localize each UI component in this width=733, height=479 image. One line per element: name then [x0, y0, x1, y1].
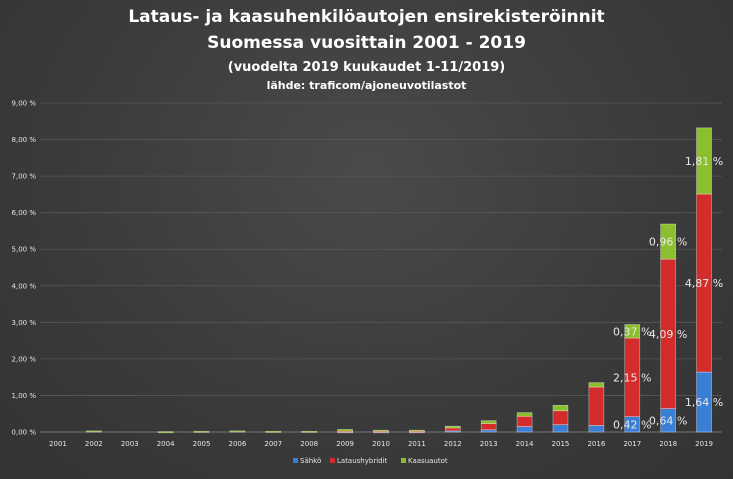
y-tick-label: 5,00 %	[12, 246, 37, 254]
bar-segment	[337, 429, 353, 432]
x-tick-label: 2004	[157, 440, 175, 448]
bar-segment	[229, 430, 246, 433]
x-tick-label: 2012	[444, 440, 462, 448]
x-tick-label: 2001	[49, 440, 67, 448]
y-tick-label: 6,00 %	[12, 209, 37, 217]
data-label: 0,37 %	[613, 325, 651, 338]
legend-label: Lataushybridit	[337, 457, 388, 465]
bar-segment	[588, 425, 605, 433]
bar-segment	[588, 382, 605, 388]
legend-swatch	[293, 458, 298, 463]
bar-segment	[444, 425, 461, 429]
chart-title: Lataus- ja kaasuhenkilöautojen ensirekis…	[128, 7, 605, 27]
y-tick-label: 0,00 %	[12, 429, 37, 437]
x-tick-label: 2014	[516, 440, 534, 448]
x-tick-label: 2016	[587, 440, 605, 448]
x-tick-label: 2005	[193, 440, 211, 448]
bar-segment	[373, 429, 389, 432]
y-tick-label: 1,00 %	[12, 392, 37, 400]
x-tick-label: 2003	[121, 440, 139, 448]
bar-segment	[552, 424, 569, 433]
x-tick-label: 2007	[264, 440, 282, 448]
chart-note: (vuodelta 2019 kuukaudet 1-11/2019)	[227, 60, 506, 75]
y-tick-label: 8,00 %	[12, 136, 37, 144]
bar-segment	[516, 412, 533, 417]
bar-segment	[409, 429, 425, 432]
data-label: 1,81 %	[685, 155, 723, 168]
data-label: 2,15 %	[613, 371, 651, 384]
x-tick-label: 2009	[336, 440, 354, 448]
bar-segment	[444, 427, 461, 432]
x-tick-label: 2013	[480, 440, 498, 448]
y-tick-label: 9,00 %	[12, 100, 37, 108]
x-tick-label: 2015	[552, 440, 570, 448]
bar-segment	[552, 410, 569, 425]
y-tick-label: 2,00 %	[12, 355, 37, 363]
x-tick-label: 2017	[623, 440, 641, 448]
chart-source: lähde: traficom/ajoneuvotilastot	[266, 79, 467, 92]
data-label: 0,42 %	[613, 418, 651, 431]
data-label: 4,09 %	[649, 328, 687, 341]
bar-segment	[86, 430, 102, 433]
x-tick-label: 2002	[85, 440, 103, 448]
chart-subtitle: Suomessa vuosittain 2001 - 2019	[207, 33, 526, 53]
x-tick-label: 2010	[372, 440, 390, 448]
legend-label: Kaasuautot	[408, 457, 448, 465]
bar-segment	[588, 386, 605, 426]
data-label: 0,96 %	[649, 236, 687, 249]
bar-segment	[193, 430, 210, 433]
legend-swatch	[401, 458, 406, 463]
data-label: 1,64 %	[685, 396, 723, 409]
y-tick-label: 4,00 %	[12, 282, 37, 290]
x-tick-label: 2011	[408, 440, 426, 448]
bar-segment	[660, 223, 676, 260]
bar-segment	[516, 415, 533, 427]
legend-swatch	[330, 458, 335, 463]
bar-segment	[301, 430, 318, 433]
bar-segment	[480, 420, 497, 424]
x-tick-label: 2018	[659, 440, 677, 448]
x-tick-label: 2008	[300, 440, 318, 448]
bar-segment	[516, 426, 533, 433]
legend-label: Sähkö	[300, 457, 321, 465]
bar-segment	[265, 430, 282, 433]
x-tick-label: 2019	[695, 440, 713, 448]
bar-segment	[480, 423, 497, 431]
y-tick-label: 7,00 %	[12, 173, 37, 181]
data-label: 0,64 %	[649, 414, 687, 427]
bar-segment	[552, 405, 569, 412]
bar-segment	[624, 324, 641, 339]
bar-segment	[157, 431, 174, 434]
data-label: 4,87 %	[685, 277, 723, 290]
bar-segment	[480, 429, 497, 433]
bar-segment	[696, 127, 712, 195]
y-tick-label: 3,00 %	[12, 319, 37, 327]
x-tick-label: 2006	[229, 440, 247, 448]
